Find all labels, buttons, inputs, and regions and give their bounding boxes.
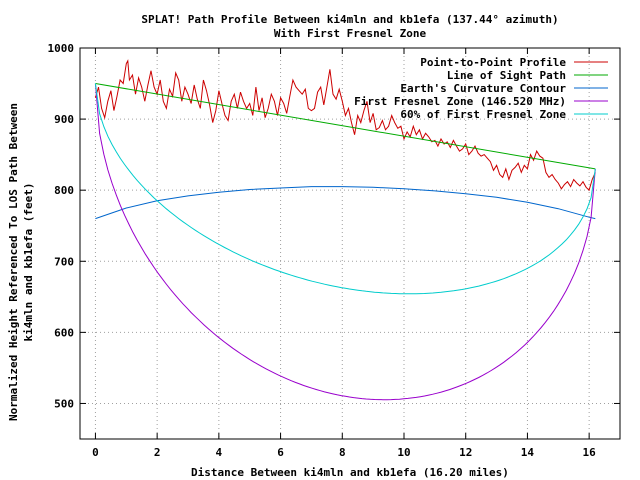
legend-label: 60% of First Fresnel Zone — [400, 108, 566, 121]
y-axis-label-line2: ki4mln and kb1efa (feet) — [22, 183, 35, 342]
x-tick-label: 16 — [583, 446, 597, 459]
series-layer — [94, 59, 596, 401]
series-line-2 — [95, 186, 596, 220]
x-tick-label: 8 — [339, 446, 346, 459]
chart-subtitle: With First Fresnel Zone — [274, 27, 427, 40]
legend-label: Point-to-Point Profile — [420, 56, 566, 69]
x-tick-label: 2 — [154, 446, 161, 459]
y-tick-label: 900 — [54, 113, 74, 126]
series-line-0 — [94, 59, 596, 192]
series-line-1 — [95, 83, 596, 170]
series-line-4 — [94, 83, 596, 295]
x-tick-label: 12 — [459, 446, 472, 459]
chart-title: SPLAT! Path Profile Between ki4mln and k… — [141, 13, 558, 26]
legend-label: Earth's Curvature Contour — [400, 82, 566, 95]
y-tick-label: 700 — [54, 255, 74, 268]
x-tick-label: 4 — [216, 446, 223, 459]
y-tick-label: 500 — [54, 397, 74, 410]
series-line-3 — [94, 83, 596, 401]
y-tick-label: 1000 — [48, 42, 75, 55]
y-axis-label-line1: Normalized Height Referenced To LOS Path… — [7, 103, 20, 421]
x-tick-label: 10 — [397, 446, 410, 459]
plot-frame — [79, 47, 621, 440]
x-tick-label: 6 — [277, 446, 284, 459]
x-tick-label: 14 — [521, 446, 535, 459]
legend-label: First Fresnel Zone (146.520 MHz) — [354, 95, 566, 108]
legend-label: Line of Sight Path — [447, 69, 566, 82]
x-axis-label: Distance Between ki4mln and kb1efa (16.2… — [191, 466, 509, 479]
x-tick-label: 0 — [92, 446, 99, 459]
axis-ticks: 0 2 4 6 8 10 12 14 16 500 600 700 800 900 1000 — [48, 42, 620, 459]
y-tick-label: 600 — [54, 326, 74, 339]
y-tick-label: 800 — [54, 184, 74, 197]
